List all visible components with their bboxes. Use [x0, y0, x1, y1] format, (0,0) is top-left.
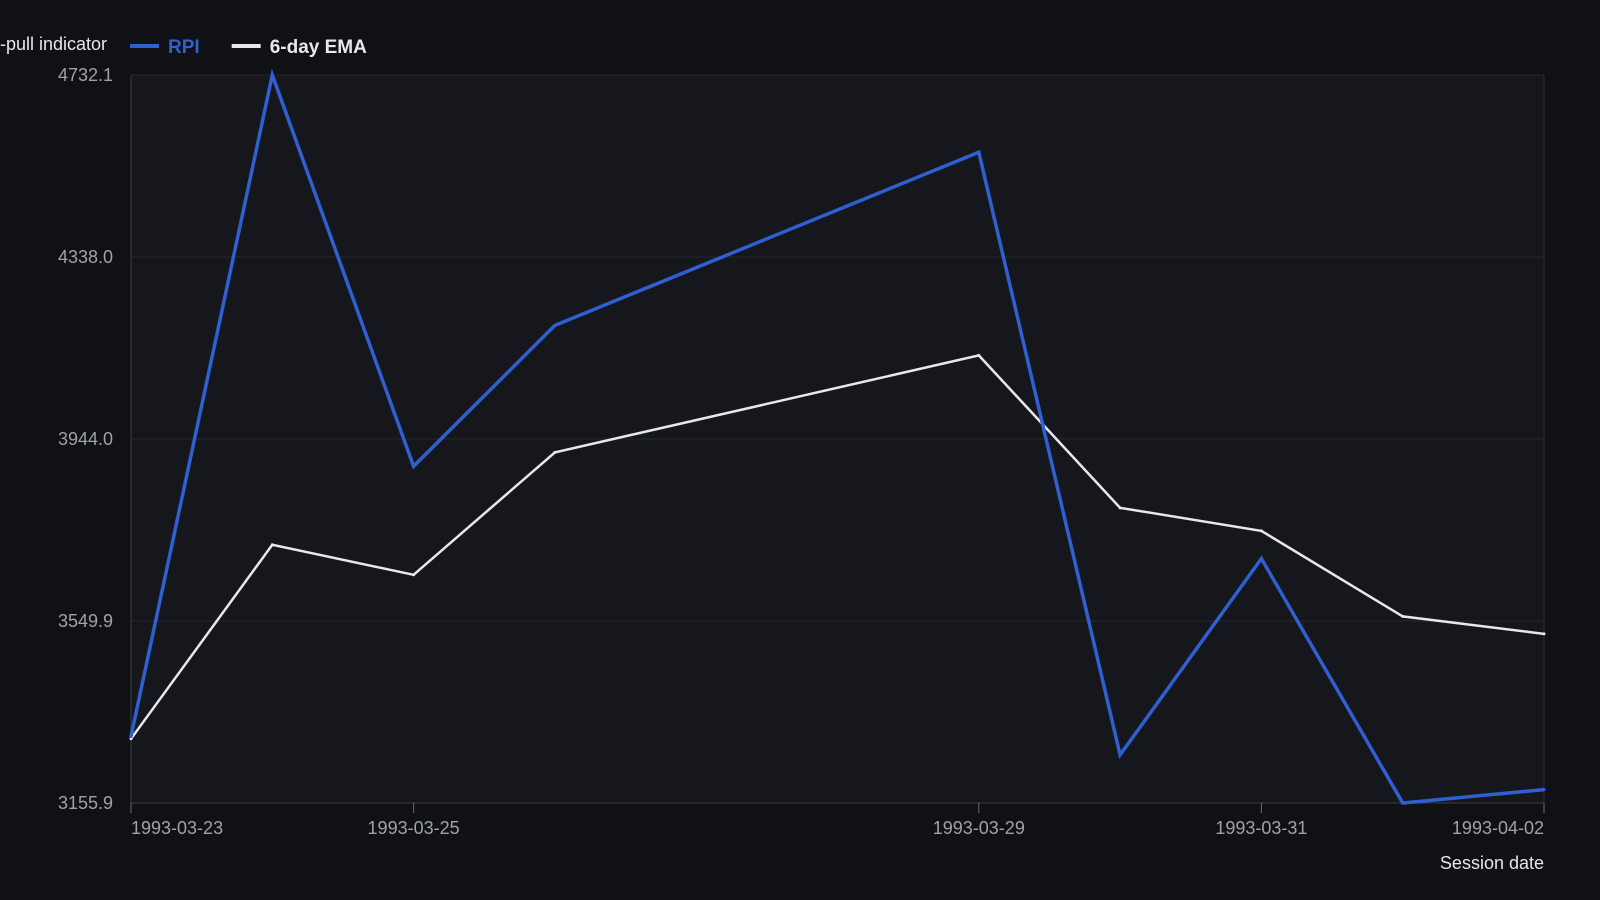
data-point-6-day-ema — [1259, 529, 1263, 533]
x-tick-label: 1993-03-29 — [933, 818, 1025, 838]
y-tick-label: 3549.9 — [58, 611, 113, 631]
data-point-6-day-ema — [129, 737, 133, 741]
x-tick-label: 1993-03-25 — [368, 818, 460, 838]
x-tick-label: 1993-03-23 — [131, 818, 223, 838]
data-point-rpi — [977, 150, 981, 154]
y-tick-label: 4338.0 — [58, 247, 113, 267]
data-point-6-day-ema — [1542, 632, 1546, 636]
legend-label: 6-day EMA — [270, 37, 367, 58]
data-point-6-day-ema — [412, 573, 416, 577]
x-tick-label: 1993-03-31 — [1215, 818, 1307, 838]
data-point-6-day-ema — [553, 450, 557, 454]
y-tick-label: 3155.9 — [58, 793, 113, 813]
data-point-rpi — [1542, 788, 1546, 792]
x-tick-label: 1993-04-02 — [1452, 818, 1544, 838]
legend-title: -pull indicator — [0, 34, 107, 54]
data-point-rpi — [1118, 753, 1122, 757]
y-tick-label: 3944.0 — [58, 429, 113, 449]
legend-label: RPI — [168, 37, 200, 58]
data-point-6-day-ema — [1401, 614, 1405, 618]
data-point-6-day-ema — [270, 543, 274, 547]
data-point-6-day-ema — [977, 353, 981, 357]
data-point-rpi — [1259, 557, 1263, 561]
y-tick-label: 4732.1 — [58, 65, 113, 85]
data-point-rpi — [1401, 801, 1405, 805]
data-point-rpi — [129, 734, 133, 738]
x-axis-title: Session date — [1440, 853, 1544, 873]
data-point-rpi — [412, 464, 416, 468]
data-point-rpi — [270, 73, 274, 77]
data-point-6-day-ema — [1118, 506, 1122, 510]
data-point-rpi — [553, 323, 557, 327]
